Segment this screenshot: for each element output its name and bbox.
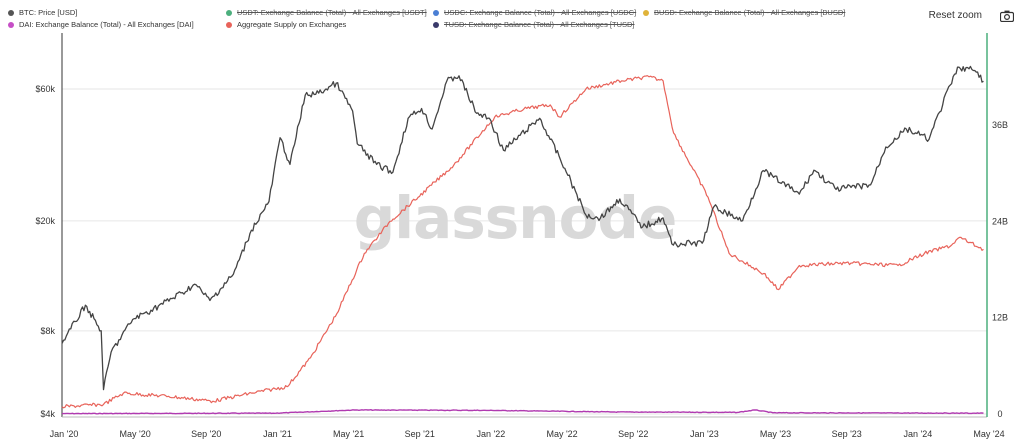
legend-label: USDT: Exchange Balance (Total) - All Exc…: [237, 8, 427, 17]
x-tick-label: Jan '23: [690, 429, 719, 439]
legend-label: BUSD: Exchange Balance (Total) - All Exc…: [654, 8, 846, 17]
legend-marker: [433, 21, 439, 28]
chart-toolbar: Reset zoom: [921, 8, 1014, 23]
x-tick-label: Sep '21: [405, 429, 435, 439]
legend-item[interactable]: USDT: Exchange Balance (Total) - All Exc…: [226, 8, 427, 17]
legend-marker: [8, 21, 14, 28]
y-tick-label-right: 12B: [992, 313, 1008, 323]
x-tick-label: May '21: [333, 429, 364, 439]
legend-label: BTC: Price [USD]: [19, 8, 78, 17]
x-tick-label: Sep '23: [832, 429, 862, 439]
watermark: glassnode: [354, 184, 677, 252]
x-tick-label: Sep '20: [191, 429, 221, 439]
legend-marker: [8, 9, 14, 16]
legend-item[interactable]: USDC: Exchange Balance (Total) - All Exc…: [433, 8, 636, 17]
camera-icon[interactable]: [1000, 10, 1014, 22]
x-tick-label: May '20: [120, 429, 151, 439]
y-tick-label-left: $4k: [40, 409, 55, 419]
x-tick-label: Sep '22: [618, 429, 648, 439]
legend-label: Aggregate Supply on Exchanges: [237, 20, 347, 29]
x-tick-label: May '22: [546, 429, 577, 439]
x-tick-label: Jan '24: [903, 429, 932, 439]
y-tick-label-left: $8k: [40, 326, 55, 336]
legend-item[interactable]: Aggregate Supply on Exchanges: [226, 20, 346, 29]
legend-marker: [226, 21, 232, 28]
series-line: [62, 409, 984, 415]
x-tick-label: May '23: [760, 429, 791, 439]
legend-marker: [226, 9, 232, 16]
legend-item[interactable]: TUSD: Exchange Balance (Total) - All Exc…: [433, 20, 635, 29]
x-tick-label: Jan '22: [477, 429, 506, 439]
legend-label: USDC: Exchange Balance (Total) - All Exc…: [444, 8, 637, 17]
y-tick-label-left: $20k: [35, 216, 55, 226]
legend-label: TUSD: Exchange Balance (Total) - All Exc…: [444, 20, 635, 29]
reset-zoom-button[interactable]: Reset zoom: [921, 8, 990, 23]
legend-item[interactable]: BUSD: Exchange Balance (Total) - All Exc…: [643, 8, 845, 17]
legend-item[interactable]: BTC: Price [USD]: [8, 8, 77, 17]
y-tick-label-right: 0: [997, 409, 1002, 419]
y-tick-label-right: 24B: [992, 216, 1008, 226]
y-tick-label-left: $60k: [35, 84, 55, 94]
x-tick-label: Jan '20: [50, 429, 79, 439]
legend-item[interactable]: DAI: Exchange Balance (Total) - All Exch…: [8, 20, 194, 29]
x-tick-label: Jan '21: [263, 429, 292, 439]
series-line: [61, 75, 984, 409]
series-line: [61, 65, 984, 391]
legend-marker: [643, 9, 649, 16]
x-tick-label: May '24: [973, 429, 1004, 439]
legend-marker: [433, 9, 439, 16]
y-tick-label-right: 36B: [992, 120, 1008, 130]
chart-legend: BTC: Price [USD] USDT: Exchange Balance (…: [8, 8, 888, 38]
legend-label: DAI: Exchange Balance (Total) - All Exch…: [19, 20, 194, 29]
